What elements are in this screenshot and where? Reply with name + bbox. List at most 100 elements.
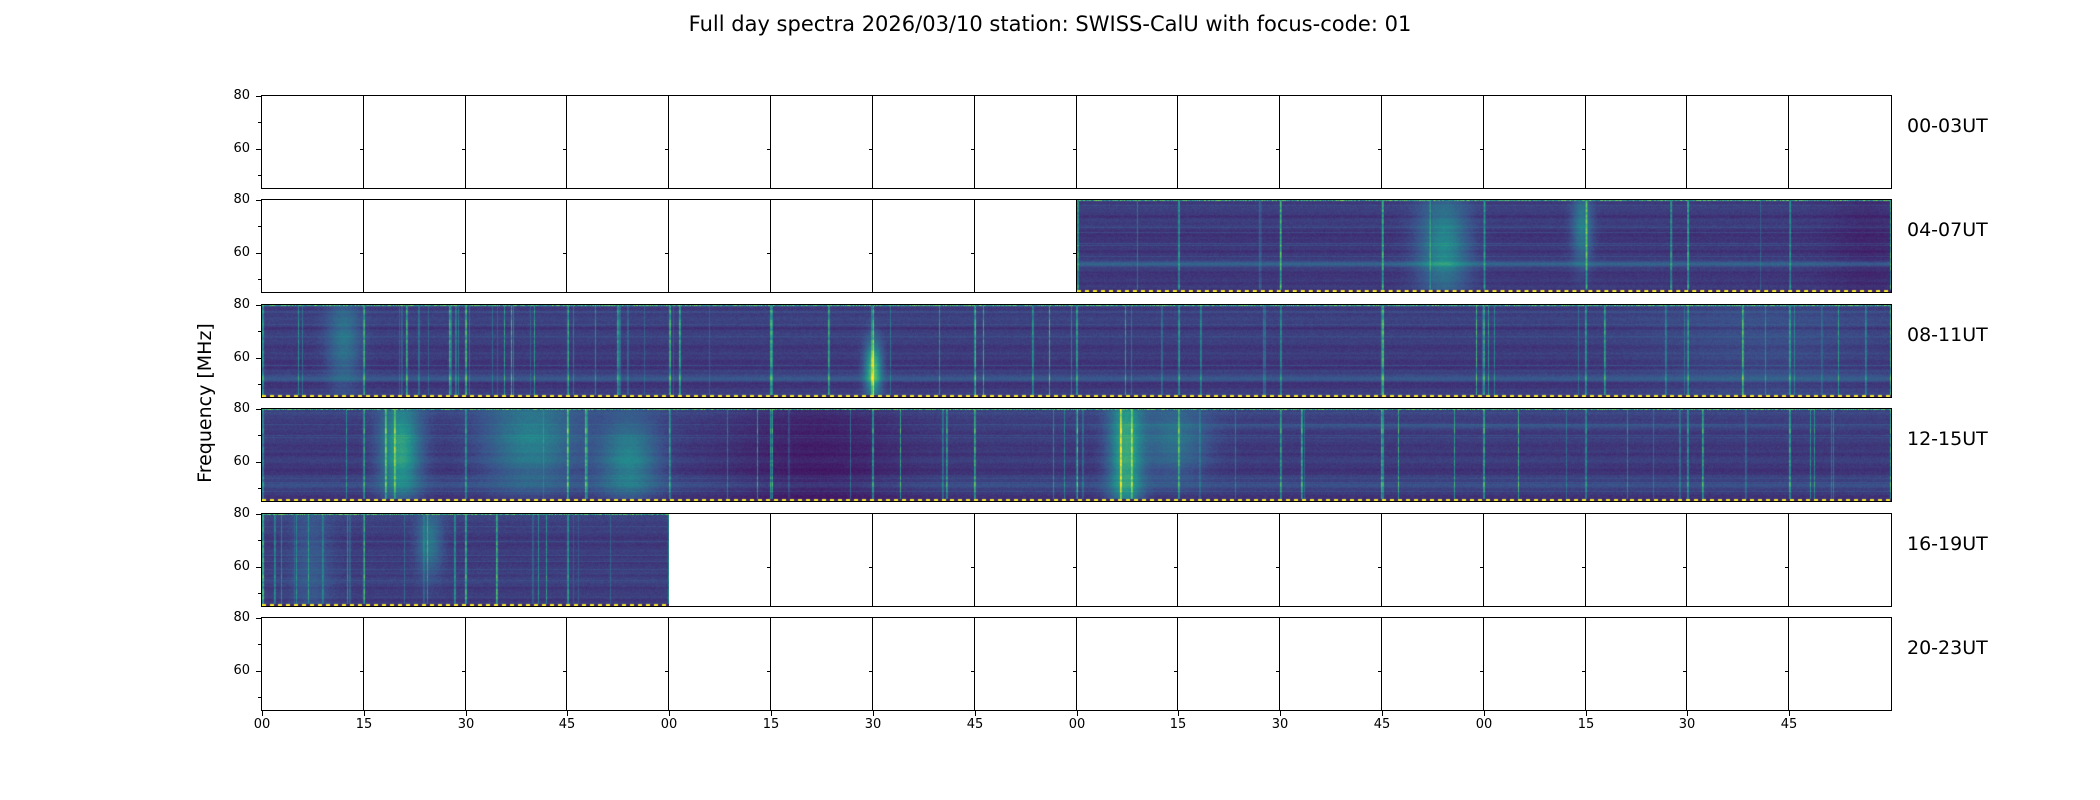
x-tick-label: 30	[457, 717, 475, 732]
row-label-12-15UT: 12-15UT	[1907, 428, 1988, 451]
segment-cell	[1687, 618, 1790, 710]
row-label-08-11UT: 08-11UT	[1907, 323, 1988, 346]
y-minor-tick	[258, 122, 261, 123]
segment-cell	[466, 96, 568, 188]
subpanel-y-tick	[1683, 671, 1688, 672]
segment-cell	[1178, 618, 1281, 710]
subpanel-y-tick	[1785, 671, 1790, 672]
y-tick-label: 80	[233, 505, 250, 521]
subpanel-y-tick	[1377, 671, 1382, 672]
x-tick	[1382, 711, 1383, 716]
segment-cell	[1077, 96, 1179, 188]
segment-cell	[262, 618, 364, 710]
y-minor-tick	[258, 383, 261, 385]
subpanel-y-tick	[461, 149, 466, 150]
segment-cell	[975, 513, 1077, 606]
spectrogram-canvas	[1076, 200, 1891, 293]
segment-cell	[975, 618, 1077, 710]
y-minor-tick	[258, 279, 261, 281]
segment-cell	[1586, 513, 1688, 606]
spectra-row-20-23UT	[261, 617, 1892, 711]
subpanel-y-tick	[1072, 566, 1077, 568]
subpanel-y-tick	[1276, 566, 1281, 568]
subpanel-y-tick	[1377, 149, 1382, 150]
y-tick-label: 80	[233, 610, 250, 625]
x-tick	[364, 711, 365, 716]
x-tick-label: 30	[1678, 717, 1696, 732]
segment-cell	[466, 200, 568, 293]
y-tick	[256, 253, 261, 255]
x-tick	[873, 711, 874, 716]
subpanel-y-tick	[1479, 566, 1484, 568]
row-label-16-19UT: 16-19UT	[1907, 532, 1988, 555]
x-tick-label: 00	[660, 717, 678, 732]
spectra-row-04-07UT	[261, 199, 1892, 294]
segment-cell	[262, 96, 364, 188]
subpanel-y-tick	[1479, 149, 1484, 150]
y-tick	[256, 462, 261, 464]
segment-cell	[1382, 513, 1484, 606]
spectrogram-canvas	[262, 304, 1891, 397]
x-tick	[975, 711, 976, 716]
segment-cell	[771, 618, 873, 710]
subpanel-y-tick	[1276, 671, 1281, 672]
spectrogram-canvas	[262, 409, 1891, 502]
subpanel-y-tick	[868, 671, 873, 672]
segment-cell	[466, 618, 568, 710]
segment-cell	[669, 96, 772, 188]
segment-cell	[669, 513, 772, 606]
x-tick-label: 45	[1780, 717, 1798, 732]
segment-cell	[364, 618, 466, 710]
segment-cell	[1178, 513, 1281, 606]
segment-cell	[567, 96, 670, 188]
segment-cell	[1484, 618, 1586, 710]
x-tick-label: 45	[1373, 717, 1391, 732]
segment-cell	[1382, 618, 1484, 710]
x-tick	[1280, 711, 1281, 716]
y-tick-label: 60	[233, 245, 250, 261]
subpanel-y-tick	[1072, 253, 1077, 255]
y-tick	[256, 566, 261, 568]
x-tick	[1484, 711, 1485, 716]
y-minor-tick	[258, 435, 261, 437]
y-tick-label: 80	[233, 296, 250, 312]
segment-cell	[1077, 513, 1179, 606]
x-tick	[262, 711, 263, 716]
x-tick	[1789, 711, 1790, 716]
y-tick-label: 60	[233, 141, 250, 156]
segment-cell	[567, 618, 670, 710]
x-tick-label: 45	[966, 717, 984, 732]
row-label-00-03UT: 00-03UT	[1907, 115, 1988, 137]
subpanel-y-tick	[1683, 149, 1688, 150]
y-tick-label: 60	[233, 558, 250, 574]
segment-cell	[1586, 618, 1688, 710]
subpanel-y-tick	[665, 253, 670, 255]
subpanel-y-tick	[359, 671, 364, 672]
segment-cell	[873, 618, 975, 710]
y-tick	[256, 304, 261, 306]
segment-cell	[1687, 96, 1790, 188]
x-tick	[567, 711, 568, 716]
row-label-04-07UT: 04-07UT	[1907, 219, 1988, 242]
subpanel-y-tick	[970, 253, 975, 255]
y-axis-label: Frequency [MHz]	[194, 323, 216, 483]
x-tick-label: 15	[355, 717, 373, 732]
segment-cell	[771, 96, 873, 188]
segment-cell	[1586, 96, 1688, 188]
spectra-row-16-19UT	[261, 512, 1892, 607]
x-tick-label: 00	[1068, 717, 1086, 732]
subpanel-y-tick	[767, 671, 772, 672]
x-tick-label: 30	[1271, 717, 1289, 732]
segment-cell	[1280, 513, 1382, 606]
segment-cell	[975, 96, 1077, 188]
subpanel-y-tick	[1174, 149, 1179, 150]
segment-cell	[975, 200, 1077, 293]
subpanel-y-tick	[868, 566, 873, 568]
spectra-row-12-15UT	[261, 408, 1892, 503]
segment-cell	[364, 96, 466, 188]
y-minor-tick	[258, 175, 261, 176]
y-tick	[256, 357, 261, 359]
segment-cell	[669, 200, 772, 293]
segment-cell	[1484, 513, 1586, 606]
y-tick	[256, 618, 261, 619]
